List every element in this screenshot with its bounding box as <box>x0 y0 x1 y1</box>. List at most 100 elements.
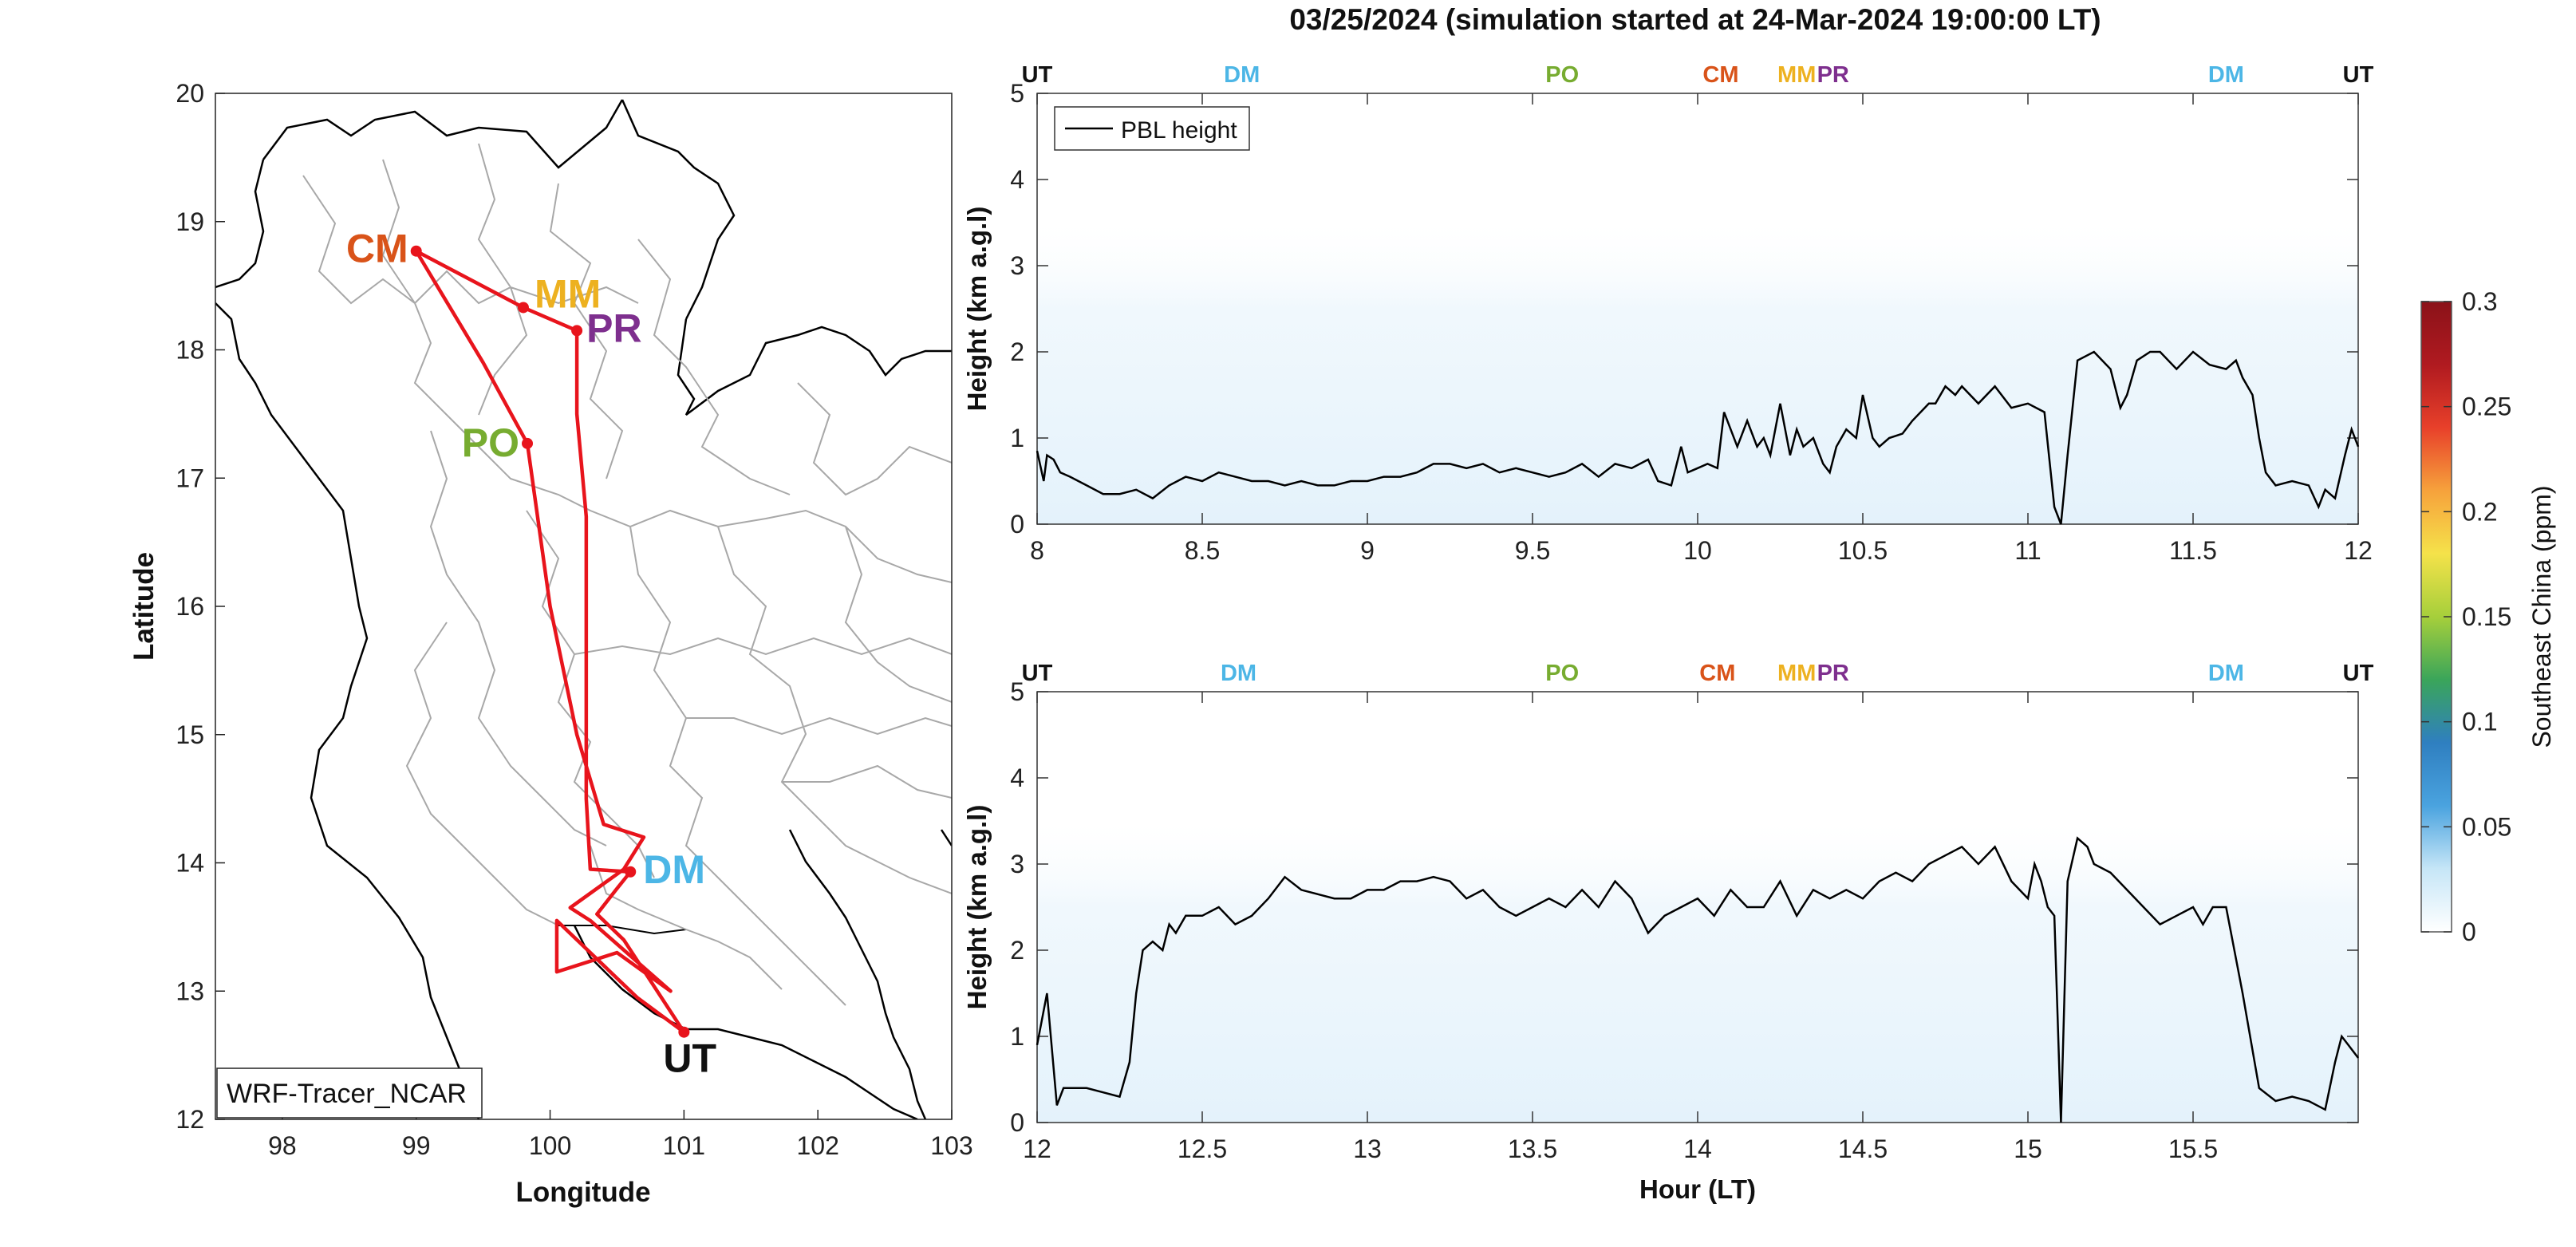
page-title: 03/25/2024 (simulation started at 24-Mar… <box>1289 3 2101 36</box>
top-shading <box>1037 215 2358 524</box>
bottom-xtick-label: 15 <box>2014 1135 2042 1163</box>
bottom-ylabel: Height (km a.g.l) <box>962 805 992 1010</box>
bottom-pbl-line <box>1036 836 2359 1123</box>
bottom-xtick-label: 14.5 <box>1838 1135 1888 1163</box>
bottom-ytick-label: 4 <box>1010 764 1024 792</box>
map-ticks: 98 99 100 101 102 103 12 13 14 15 16 17 18 19 20 <box>176 79 972 1160</box>
site-marker-dm <box>625 866 637 878</box>
top-site-markers: UT DM PO CM MM PR DM UT <box>1022 62 2374 88</box>
bottom-ytick-label: 0 <box>1010 1108 1024 1137</box>
bottom-site-markers: UT DM PO CM MM PR DM UT <box>1022 661 2374 686</box>
top-xtick-label: 10.5 <box>1838 536 1888 565</box>
bottom-marker-cm: CM <box>1699 661 1735 686</box>
bottom-ytick-label: 3 <box>1010 850 1024 878</box>
country-border <box>215 99 952 1119</box>
bottom-xtick-label: 13 <box>1353 1135 1382 1163</box>
bottom-marker-mm: MM <box>1777 661 1816 686</box>
bottom-marker-po: PO <box>1545 661 1579 686</box>
site-marker-mm <box>517 302 529 314</box>
top-xtick-label: 9.5 <box>1515 536 1550 565</box>
map-ylabel: Latitude <box>128 552 160 661</box>
bottom-ytick-label: 2 <box>1010 936 1024 965</box>
site-label-pr: PR <box>586 306 641 350</box>
site-marker-cm <box>410 245 422 257</box>
colorbar-tick-label: 0.1 <box>2462 708 2497 736</box>
bottom-marker-ut: UT <box>2343 661 2374 686</box>
map-legend-box <box>216 1067 483 1119</box>
bottom-xtick-label: 15.5 <box>2168 1135 2218 1163</box>
map-xtick-label: 98 <box>268 1131 297 1160</box>
river <box>558 925 687 935</box>
top-ytick-label: 5 <box>1010 79 1024 108</box>
bottom-marker-dm: DM <box>2208 661 2244 686</box>
colorbar-tick-label: 0 <box>2462 917 2476 946</box>
top-ytick-label: 1 <box>1010 424 1024 452</box>
top-legend: PBL height <box>1054 106 1250 151</box>
map-ytick-label: 14 <box>176 849 204 878</box>
site-label-po: PO <box>462 420 519 465</box>
bottom-marker-pr: PR <box>1817 661 1849 686</box>
top-xtick-label: 9 <box>1360 536 1375 565</box>
bottom-shading <box>1037 814 2358 1123</box>
top-ytick-label: 2 <box>1010 337 1024 366</box>
bottom-xlabel: Hour (LT) <box>1639 1174 1756 1204</box>
map-xtick-label: 101 <box>663 1131 705 1160</box>
colorbar-tick-label: 0.2 <box>2462 497 2497 526</box>
map-xtick-label: 102 <box>796 1131 838 1160</box>
top-marker-ut: UT <box>1022 62 1053 88</box>
colorbar-tick-label: 0.15 <box>2462 602 2511 631</box>
map-legend: WRF-Tracer_NCAR <box>216 1067 483 1119</box>
bottom-xtick-label: 12.5 <box>1178 1135 1227 1163</box>
route-path <box>414 249 686 1034</box>
bottom-xtick-label: 13.5 <box>1508 1135 1557 1163</box>
top-xtick-label: 8 <box>1030 536 1044 565</box>
map-ytick-label: 19 <box>176 207 204 236</box>
top-xtick-label: 10 <box>1683 536 1712 565</box>
top-marker-dm: DM <box>2208 62 2244 88</box>
bottom-xtick-label: 12 <box>1023 1135 1051 1163</box>
site-marker-po <box>522 437 534 449</box>
top-xtick-label: 12 <box>2344 536 2373 565</box>
site-label-dm: DM <box>643 847 705 892</box>
map-legend-label: WRF-Tracer_NCAR <box>227 1079 467 1109</box>
site-label-mm: MM <box>535 271 601 316</box>
map-xtick-label: 103 <box>930 1131 972 1160</box>
top-marker-ut: UT <box>2343 62 2374 88</box>
site-label-cm: CM <box>346 227 408 271</box>
map-ytick-label: 17 <box>176 464 204 492</box>
top-marker-dm: DM <box>1224 62 1260 88</box>
top-ytick-label: 4 <box>1010 165 1024 194</box>
map-xtick-label: 100 <box>529 1131 571 1160</box>
colorbar-tick-label: 0.05 <box>2462 812 2511 841</box>
colorbar-label: Southeast China (ppm) <box>2527 485 2556 748</box>
province-lines <box>302 143 952 1006</box>
map-ytick-label: 13 <box>176 977 204 1005</box>
top-xtick-label: 11 <box>2014 536 2041 565</box>
bottom-ytick-label: 5 <box>1010 677 1024 706</box>
map-xlabel: Longitude <box>515 1177 650 1208</box>
bottom-marker-dm: DM <box>1221 661 1256 686</box>
map-xtick-label: 99 <box>402 1131 431 1160</box>
map-ytick-label: 18 <box>176 336 204 365</box>
route-line <box>414 249 686 1034</box>
colorbar-tick-label: 0.3 <box>2462 287 2497 316</box>
top-pbl-line <box>1036 350 2360 525</box>
top-marker-po: PO <box>1545 62 1579 88</box>
top-xtick-label: 8.5 <box>1185 536 1220 565</box>
top-ytick-label: 3 <box>1010 251 1024 280</box>
map-ytick-label: 15 <box>176 720 204 749</box>
colorbar-tick-label: 0.25 <box>2462 393 2511 421</box>
top-ylabel: Height (km a.g.l) <box>962 207 992 412</box>
top-ytick-label: 0 <box>1010 510 1024 539</box>
map-ytick-label: 20 <box>176 79 204 108</box>
map-axes-box <box>215 93 952 1119</box>
map-ytick-label: 12 <box>176 1105 204 1134</box>
colorbar-ticks: 0 0.05 0.1 0.15 0.2 0.25 0.3 <box>2421 287 2511 946</box>
